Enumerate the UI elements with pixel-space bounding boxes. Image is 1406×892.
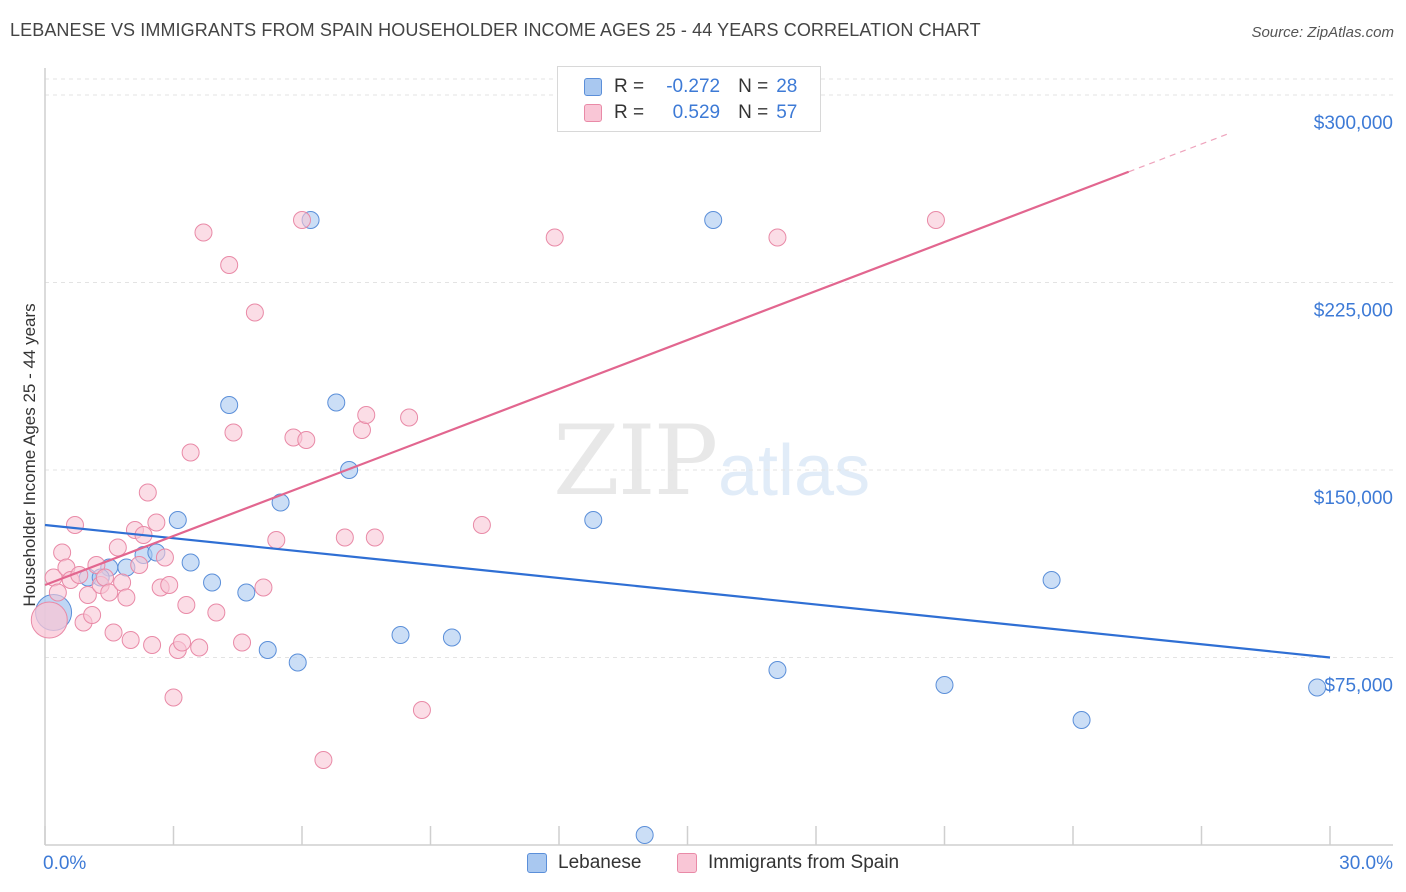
r-label: R = [614, 102, 645, 123]
data-point[interactable] [400, 408, 419, 427]
data-point[interactable] [327, 393, 346, 412]
data-point[interactable] [391, 626, 410, 644]
data-point[interactable] [335, 528, 354, 547]
data-point[interactable] [194, 223, 213, 242]
lebanese-legend-icon [527, 853, 547, 873]
n-value: 28 [776, 76, 798, 97]
data-point[interactable] [545, 228, 564, 247]
data-point[interactable] [220, 256, 239, 274]
x-tick-label-min: 0.0% [43, 853, 86, 874]
data-point[interactable] [293, 211, 311, 229]
data-point[interactable] [297, 431, 316, 449]
data-point[interactable] [173, 633, 192, 652]
legend-item-spain[interactable]: Immigrants from Spain [677, 852, 899, 874]
data-point[interactable] [472, 516, 491, 534]
data-point[interactable] [357, 406, 376, 424]
data-point[interactable] [233, 633, 252, 652]
data-point[interactable] [181, 553, 200, 572]
data-point[interactable] [237, 583, 256, 602]
series-points-lebanese [35, 211, 1327, 844]
data-point[interactable] [181, 443, 200, 462]
data-point[interactable] [143, 636, 162, 654]
data-point[interactable] [635, 826, 654, 844]
watermark-zip: ZIP [553, 405, 718, 517]
data-point[interactable] [147, 513, 166, 532]
n-label: N = [738, 76, 769, 97]
data-point[interactable] [207, 603, 226, 622]
legend-item-lebanese[interactable]: Lebanese [527, 852, 641, 874]
y-tick-label: $150,000 [1314, 488, 1393, 509]
r-value: -0.272 [666, 76, 721, 97]
y-tick-label: $75,000 [1324, 676, 1393, 697]
stats-legend: R = -0.272 N = 28 R = 0.529 N = 57 [557, 66, 821, 132]
data-point[interactable] [935, 676, 954, 694]
data-point[interactable] [121, 631, 140, 649]
data-point[interactable] [352, 421, 371, 439]
watermark-atlas: atlas [718, 431, 871, 511]
data-point[interactable] [442, 628, 461, 647]
data-point[interactable] [365, 528, 384, 547]
data-point[interactable] [1042, 571, 1061, 589]
data-point[interactable] [412, 701, 431, 719]
data-point[interactable] [100, 583, 119, 602]
trend-line-lebanese [44, 523, 1331, 659]
data-point[interactable] [155, 548, 174, 567]
data-point[interactable] [203, 573, 222, 592]
lebanese-swatch-icon [584, 78, 602, 96]
data-point[interactable] [113, 573, 132, 592]
data-point[interactable] [95, 568, 114, 587]
data-point[interactable] [267, 531, 286, 549]
trend-line-extension [1128, 132, 1231, 173]
data-point[interactable] [768, 661, 787, 679]
data-point[interactable] [177, 596, 196, 614]
data-point[interactable] [584, 511, 603, 529]
data-point[interactable] [78, 586, 97, 604]
data-point[interactable] [108, 538, 127, 557]
legend-label-lebanese: Lebanese [558, 852, 642, 873]
data-point[interactable] [1308, 678, 1327, 697]
data-point[interactable] [288, 653, 307, 672]
trend-line-spain [44, 170, 1130, 587]
legend-label-spain: Immigrants from Spain [708, 852, 900, 873]
data-point[interactable] [117, 588, 136, 607]
data-point[interactable] [160, 576, 179, 594]
data-point[interactable] [704, 211, 723, 229]
data-point[interactable] [53, 543, 72, 562]
n-value: 57 [776, 102, 798, 123]
spain-legend-icon [677, 853, 697, 873]
stats-legend-row-spain: R = 0.529 N = 57 [584, 100, 797, 126]
data-point[interactable] [254, 578, 273, 597]
chart-title: LEBANESE VS IMMIGRANTS FROM SPAIN HOUSEH… [10, 20, 981, 40]
x-tick-label-max: 30.0% [1339, 853, 1393, 874]
data-point[interactable] [130, 556, 149, 574]
data-point[interactable] [314, 751, 333, 769]
spain-swatch-icon [584, 104, 602, 122]
data-point[interactable] [768, 228, 787, 247]
r-value: 0.529 [672, 102, 721, 123]
data-point[interactable] [168, 511, 187, 529]
series-legend: Lebanese Immigrants from Spain [0, 852, 1406, 878]
data-point[interactable] [224, 423, 243, 442]
y-tick-label: $225,000 [1314, 301, 1393, 322]
data-point[interactable] [258, 641, 277, 659]
stats-legend-row-lebanese: R = -0.272 N = 28 [584, 74, 797, 100]
r-label: R = [614, 76, 645, 97]
data-point[interactable] [1072, 711, 1091, 729]
n-label: N = [738, 102, 769, 123]
data-point[interactable] [48, 583, 67, 602]
source-label: Source: ZipAtlas.com [1251, 24, 1394, 41]
data-point[interactable] [220, 396, 239, 414]
data-point[interactable] [104, 623, 123, 642]
data-point[interactable] [190, 638, 209, 657]
y-tick-label: $300,000 [1314, 113, 1393, 134]
data-point[interactable] [83, 606, 102, 624]
data-point[interactable] [926, 211, 945, 229]
data-point[interactable] [245, 303, 264, 322]
data-point[interactable] [30, 601, 68, 639]
data-point[interactable] [65, 516, 84, 534]
data-point[interactable] [164, 688, 183, 707]
data-point[interactable] [138, 483, 157, 502]
